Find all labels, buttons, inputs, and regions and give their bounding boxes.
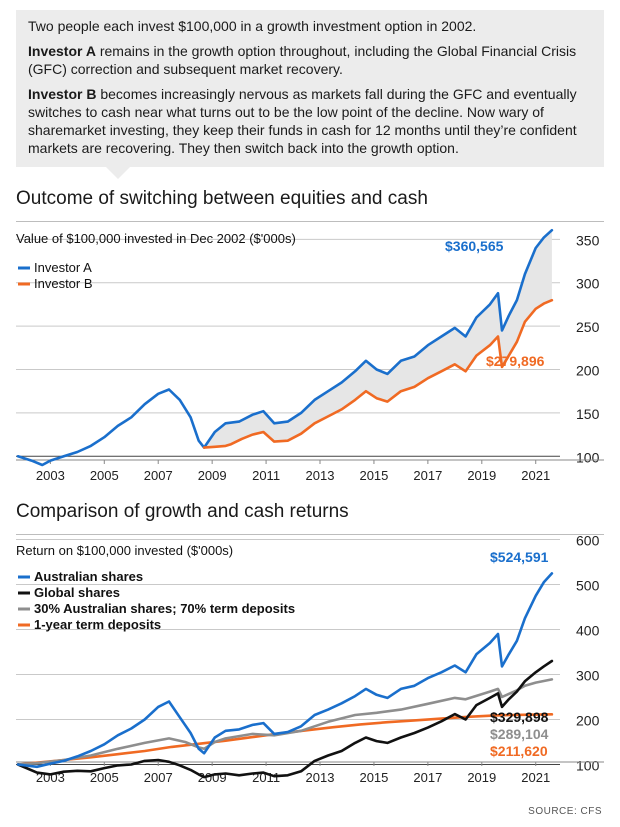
- intro-text-2: remains in the growth option throughout,…: [28, 43, 577, 77]
- intro-paragraph-1: Two people each invest $100,000 in a gro…: [28, 17, 592, 35]
- series-line-investor-a: [16, 228, 554, 467]
- chart-subtitle: Value of $100,000 invested in Dec 2002 (…: [16, 231, 296, 246]
- gap-shading: [204, 230, 552, 448]
- source-note: SOURCE: CFS: [528, 806, 602, 817]
- x-tick-label-2021: 2021: [521, 770, 550, 785]
- investor-a-label: Investor A: [28, 43, 96, 59]
- intro-paragraph-2: Investor A remains in the growth option …: [28, 42, 592, 78]
- intro-box: Two people each invest $100,000 in a gro…: [16, 10, 604, 179]
- x-tick-label-2017: 2017: [413, 770, 442, 785]
- y-tick-label-100: 100: [576, 758, 600, 774]
- y-tick-label-350: 350: [576, 232, 600, 248]
- x-tick-label-2019: 2019: [467, 468, 496, 482]
- legend-label-2: 30% Australian shares; 70% term deposits: [34, 601, 295, 616]
- x-tick-label-2017: 2017: [413, 468, 442, 482]
- x-tick-label-2011: 2011: [252, 468, 280, 482]
- end-value-label-0: $524,591: [490, 549, 549, 565]
- legend-label-1: Investor B: [34, 276, 93, 291]
- end-value-label-3: $211,620: [490, 743, 548, 759]
- legend-label-3: 1-year term deposits: [34, 617, 161, 632]
- y-tick-label-500: 500: [576, 578, 600, 594]
- x-tick-label-2009: 2009: [198, 468, 227, 482]
- x-tick-label-2019: 2019: [467, 770, 496, 785]
- x-tick-label-2015: 2015: [359, 770, 388, 785]
- y-tick-label-300: 300: [576, 668, 600, 684]
- x-tick-label-2015: 2015: [359, 468, 388, 482]
- y-tick-label-400: 400: [576, 623, 600, 639]
- x-tick-label-2021: 2021: [521, 468, 550, 482]
- end-value-label-2: $289,104: [490, 726, 549, 742]
- y-tick-label-200: 200: [576, 713, 600, 729]
- chart-1-title: Outcome of switching between equities an…: [16, 188, 428, 209]
- end-value-label-0: $360,565: [445, 238, 504, 254]
- chart-subtitle: Return on $100,000 invested ($'000s): [16, 543, 233, 558]
- x-tick-label-2013: 2013: [306, 770, 335, 785]
- y-tick-label-150: 150: [576, 406, 600, 422]
- x-tick-label-2003: 2003: [36, 468, 65, 482]
- intro-paragraph-3: Investor B becomes increasingly nervous …: [28, 85, 592, 157]
- series-line-global-shares: [16, 659, 554, 779]
- y-tick-label-600: 600: [576, 535, 600, 549]
- series-line-1-year-term-deposits: [16, 713, 554, 766]
- legend-label-0: Investor A: [34, 260, 92, 275]
- x-tick-label-2007: 2007: [144, 770, 173, 785]
- x-tick-label-2005: 2005: [90, 770, 119, 785]
- legend-label-0: Australian shares: [34, 569, 143, 584]
- x-tick-label-2005: 2005: [90, 468, 119, 482]
- chart-1: 100 150 200 250 300 350 2003 2005 2007 2009 2011 20…: [16, 228, 604, 482]
- y-tick-label-100: 100: [576, 449, 600, 465]
- end-value-label-1: $329,898: [490, 709, 549, 725]
- series-line-australian-shares: [16, 572, 554, 769]
- intro-text-1: Two people each invest $100,000 in a gro…: [28, 18, 477, 34]
- chart-1-title-rule: [16, 221, 604, 222]
- x-tick-label-2013: 2013: [306, 468, 335, 482]
- end-value-label-1: $279,896: [486, 353, 545, 369]
- x-tick-label-2007: 2007: [144, 468, 173, 482]
- legend-label-1: Global shares: [34, 585, 120, 600]
- series-line-investor-b: [202, 298, 554, 449]
- investor-b-label: Investor B: [28, 86, 97, 102]
- chart-2-title-rule: [16, 534, 604, 535]
- y-tick-label-250: 250: [576, 319, 600, 335]
- intro-text-3: becomes increasingly nervous as markets …: [28, 86, 577, 156]
- series-line-30-australian-shares-70-term-deposits: [16, 678, 554, 766]
- y-tick-label-300: 300: [576, 276, 600, 292]
- y-tick-label-200: 200: [576, 363, 600, 379]
- chart-2-title: Comparison of growth and cash returns: [16, 501, 349, 522]
